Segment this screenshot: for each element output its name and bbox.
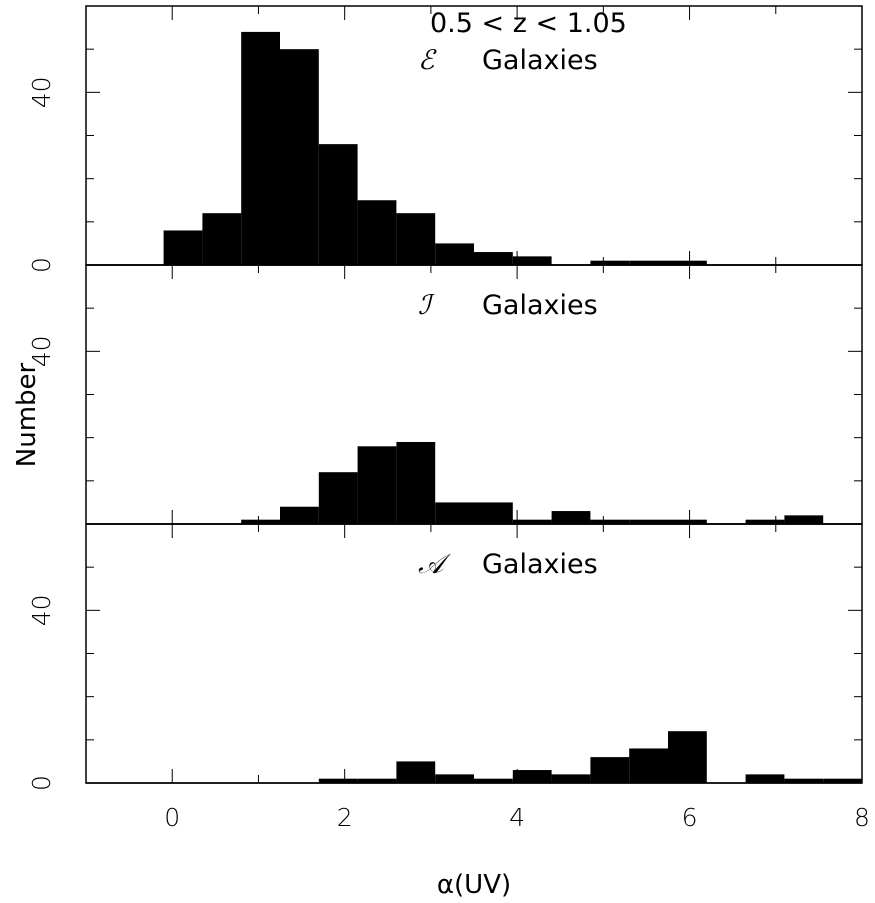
panel-3: 0 40 𝒜 Galaxies (27, 523, 863, 791)
y-tick-label: 40 (27, 76, 56, 108)
histogram-bar (629, 260, 668, 265)
x-tick-label: 0 (164, 803, 180, 832)
histogram-bar (474, 252, 513, 265)
panel-label: Galaxies (482, 45, 598, 76)
panel-1: 0 40 ℰ Galaxies (27, 5, 863, 273)
panel-2: 40 ℐ Galaxies (27, 264, 863, 525)
histogram-bar (241, 519, 280, 524)
histogram-bar (357, 446, 397, 524)
histogram-bar (396, 441, 436, 524)
panel-label: Galaxies (482, 549, 598, 580)
histogram-bar (280, 506, 319, 524)
y-axis-title: Number (12, 362, 42, 467)
panel-frame (85, 264, 863, 525)
histogram-bar (202, 213, 242, 265)
histogram-bar (280, 49, 319, 265)
histogram-bar (629, 519, 668, 524)
histogram-bar (241, 31, 280, 266)
panel-script-letter: 𝒜 (418, 549, 451, 580)
x-axis-title: α(UV) (437, 870, 511, 900)
y-tick-label: 40 (27, 335, 56, 367)
x-tick-label: 4 (509, 803, 525, 832)
histogram-bar (435, 502, 474, 524)
histogram-bar (551, 511, 591, 524)
histogram-bar (396, 761, 436, 783)
histogram-bar (435, 243, 474, 265)
histogram-bar (163, 230, 203, 265)
histogram-bar (512, 256, 552, 265)
y-tick-label: 0 (27, 775, 56, 791)
histogram-bar (823, 778, 862, 783)
histogram-bar (512, 770, 552, 783)
histogram-bar (357, 778, 397, 783)
histogram-bar (318, 144, 358, 265)
panel-label: Galaxies (482, 290, 598, 321)
x-axis: 0 2 4 6 8 (164, 803, 870, 832)
histogram-bar (590, 519, 630, 524)
histogram-bar (357, 200, 397, 265)
histogram-bar (512, 519, 552, 524)
panel-frame (85, 523, 863, 784)
histogram-bar (435, 774, 474, 783)
histogram-bar (668, 731, 707, 783)
panel-script-letter: ℐ (418, 290, 435, 321)
histogram-bar (590, 757, 630, 783)
histogram-bar (629, 748, 668, 783)
histogram-bar (784, 778, 824, 783)
histogram-bar (474, 778, 513, 783)
x-tick-label: 8 (854, 803, 870, 832)
panels-group: 0 40 ℰ Galaxies 40 ℐ Galaxies 0 40 𝒜 Galaxies (27, 5, 863, 791)
histogram-bar (745, 519, 785, 524)
histogram-bar (668, 519, 707, 524)
y-tick-label: 0 (27, 257, 56, 273)
x-tick-label: 6 (682, 803, 698, 832)
histogram-bar (784, 515, 824, 524)
figure-title: 0.5 < z < 1.05 (430, 8, 627, 39)
histogram-bar (745, 774, 785, 783)
histogram-bar (396, 213, 436, 265)
y-tick-label: 40 (27, 594, 56, 626)
histogram-bar (668, 260, 707, 265)
histogram-bar (590, 260, 630, 265)
histogram-bar (551, 774, 591, 783)
histogram-bar (318, 472, 358, 524)
histogram-bar (318, 778, 358, 783)
panel-script-letter: ℰ (418, 45, 437, 76)
x-tick-label: 2 (337, 803, 353, 832)
histogram-bar (474, 502, 513, 524)
